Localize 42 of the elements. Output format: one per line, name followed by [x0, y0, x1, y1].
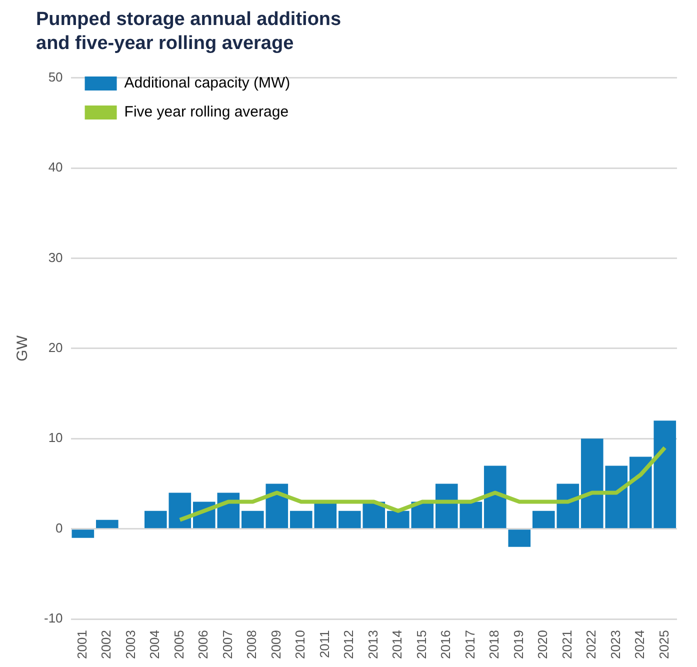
x-tick-label: 2012 — [341, 630, 356, 659]
y-tick-label: 50 — [48, 69, 63, 84]
x-tick-label: 2001 — [74, 630, 90, 659]
x-tick-label: 2020 — [535, 630, 550, 659]
x-tick-label: 2010 — [292, 630, 308, 659]
x-tick-label: 2021 — [559, 630, 574, 659]
x-tick-label: 2019 — [510, 630, 526, 659]
y-tick-label: 30 — [48, 250, 63, 265]
x-tick-label: 2015 — [414, 630, 429, 659]
x-tick-label: 2003 — [122, 630, 138, 659]
x-tick-label: 2016 — [438, 630, 454, 659]
bar — [484, 466, 506, 528]
x-tick-label: 2009 — [268, 630, 284, 659]
y-tick-label: 0 — [56, 520, 63, 536]
bar — [96, 520, 118, 528]
x-tick-label: 2007 — [220, 630, 235, 659]
chart-title: Pumped storage annual additions and five-year rolling average — [36, 8, 342, 56]
x-tick-label: 2022 — [584, 630, 599, 659]
bar — [508, 530, 531, 547]
bar — [144, 510, 167, 528]
x-tick-label: 2024 — [632, 630, 648, 659]
x-tick-label: 2017 — [462, 630, 478, 659]
y-tick-label: 20 — [48, 340, 63, 356]
legend-label: Additional capacity (MW) — [124, 74, 290, 92]
x-tick-label: 2025 — [656, 630, 672, 659]
x-tick-label: 2023 — [608, 630, 623, 659]
y-tick-label: 10 — [48, 430, 63, 446]
x-tick-label: 2006 — [196, 630, 211, 659]
bar — [168, 492, 192, 528]
legend-label: Five year rolling average — [124, 104, 289, 121]
x-tick-label: 2018 — [486, 630, 502, 659]
bar — [72, 530, 94, 538]
x-tick-label: 2002 — [98, 630, 114, 659]
x-tick-label: 2014 — [390, 630, 405, 659]
y-axis-title: GW — [14, 334, 32, 362]
x-tick-label: 2013 — [365, 630, 380, 659]
x-tick-label: 2004 — [147, 630, 162, 659]
x-tick-label: 2008 — [244, 630, 260, 659]
y-tick-label: 40 — [48, 160, 63, 175]
y-tick-label: -10 — [44, 610, 63, 626]
x-tick-label: 2011 — [316, 630, 332, 658]
x-tick-label: 2005 — [171, 630, 186, 659]
